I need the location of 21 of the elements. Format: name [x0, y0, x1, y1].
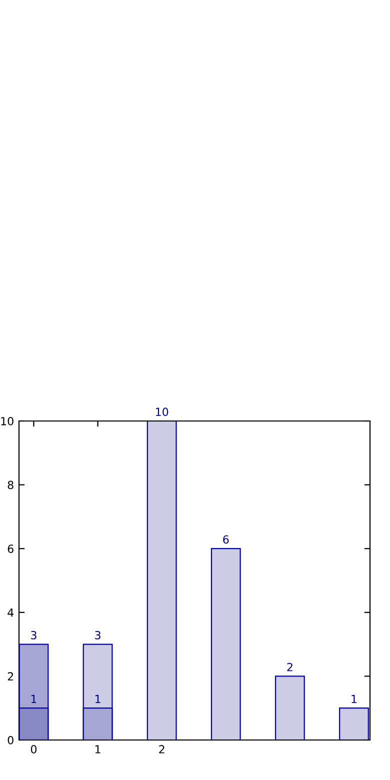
data-label: 6 — [223, 535, 229, 544]
data-label: 1 — [352, 694, 356, 704]
data-label: 10 — [156, 408, 168, 416]
x-tick-label: 0 — [30, 745, 37, 754]
y-tick-label: 8 — [8, 480, 14, 490]
bar — [274, 676, 305, 740]
data-label: 1 — [31, 694, 36, 704]
bar — [210, 548, 241, 740]
y-tick-label: 2 — [8, 672, 14, 680]
y-tick-label: 10 — [1, 416, 14, 426]
data-label: 3 — [95, 630, 100, 640]
y-tick-label: 4 — [8, 608, 14, 617]
y-tick-label: 0 — [8, 736, 14, 744]
data-label: 3 — [31, 630, 36, 640]
bar — [146, 421, 177, 740]
data-label: 2 — [287, 662, 292, 672]
y-tick-label: 6 — [8, 544, 14, 553]
x-tick-label: 2 — [159, 745, 164, 754]
bar — [339, 708, 369, 740]
x-tick-label: 1 — [95, 745, 100, 754]
data-label: 1 — [95, 694, 100, 704]
